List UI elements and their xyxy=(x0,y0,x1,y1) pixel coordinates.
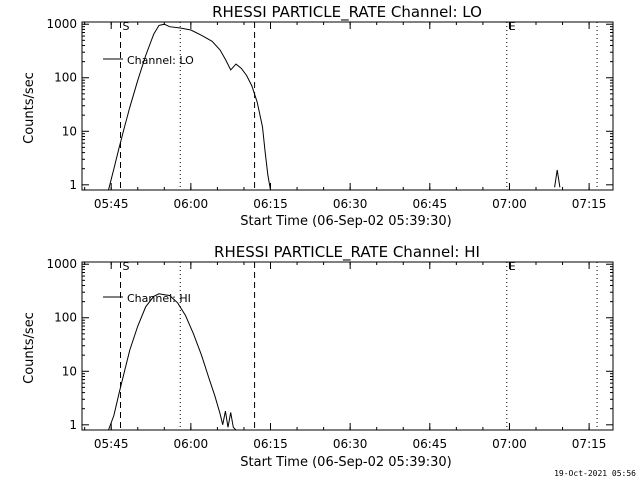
legend-label: Channel: HI xyxy=(127,292,191,305)
series-line xyxy=(108,23,271,191)
x-axis-label: Start Time (06-Sep-02 05:39:30) xyxy=(240,214,451,229)
x-tick-label: 07:00 xyxy=(492,197,527,211)
panel-title: RHESSI PARTICLE_RATE Channel: LO xyxy=(212,3,482,22)
y-tick-label: 10 xyxy=(62,364,77,378)
x-tick-label: 06:00 xyxy=(174,197,209,211)
plot-frame xyxy=(81,261,614,431)
generation-timestamp: 19-Oct-2021 05:56 xyxy=(554,469,636,478)
lo-channel-panel: RHESSI PARTICLE_RATE Channel: LO Start T… xyxy=(22,3,614,229)
series-line-spike xyxy=(554,169,561,188)
marker-label: E xyxy=(509,20,516,33)
x-tick-label: 05:45 xyxy=(94,197,129,211)
x-axis-label: Start Time (06-Sep-02 05:39:30) xyxy=(240,455,451,470)
y-tick-label: 100 xyxy=(54,71,77,85)
x-tick-label: 06:15 xyxy=(253,437,288,451)
x-tick-label: 05:45 xyxy=(94,437,129,451)
x-tick-label: 06:30 xyxy=(333,197,368,211)
x-tick-label: 06:30 xyxy=(333,437,368,451)
x-tick-label: 07:00 xyxy=(492,437,527,451)
y-tick-label: 100 xyxy=(54,311,77,325)
marker-label: S xyxy=(122,260,129,273)
y-tick-label: 1000 xyxy=(46,257,77,271)
x-tick-label: 06:45 xyxy=(413,437,448,451)
series-line xyxy=(108,293,237,431)
marker-label: S xyxy=(122,20,129,33)
legend-label: Channel: LO xyxy=(127,54,194,67)
x-tick-label: 06:15 xyxy=(253,197,288,211)
y-axis-label: Counts/sec xyxy=(22,312,37,384)
y-tick-label: 1000 xyxy=(46,17,77,31)
y-tick-label: 10 xyxy=(62,124,77,138)
marker-label: E xyxy=(509,260,516,273)
x-tick-label: 06:45 xyxy=(413,197,448,211)
plot-frame xyxy=(81,21,614,191)
y-axis-label: Counts/sec xyxy=(22,72,37,144)
hi-channel-panel: RHESSI PARTICLE_RATE Channel: HI Start T… xyxy=(22,243,614,470)
x-tick-label: 06:00 xyxy=(174,437,209,451)
x-tick-label: 07:15 xyxy=(572,437,607,451)
panel-title: RHESSI PARTICLE_RATE Channel: HI xyxy=(214,243,480,262)
y-tick-label: 1 xyxy=(69,178,77,192)
y-tick-label: 1 xyxy=(69,418,77,432)
x-tick-label: 07:15 xyxy=(572,197,607,211)
